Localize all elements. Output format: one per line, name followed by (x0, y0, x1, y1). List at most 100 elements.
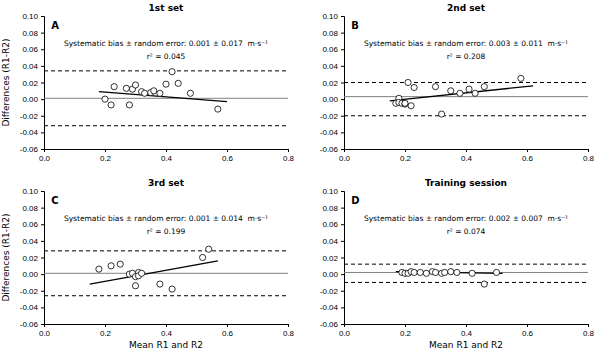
panel-label: D (351, 195, 359, 206)
tick: 0.0 (339, 324, 351, 338)
reference-line (344, 272, 588, 273)
tick-mark (166, 149, 167, 152)
tick-mark (41, 258, 44, 259)
tick: 0.2 (100, 149, 112, 163)
tick-label: -0.06 (320, 320, 339, 329)
tick: 0.2 (400, 324, 412, 338)
tick: 0.04 (322, 62, 344, 71)
point (117, 261, 123, 267)
tick-mark (41, 49, 44, 50)
point (157, 90, 163, 96)
point (411, 84, 417, 90)
tick-mark (527, 324, 528, 327)
point (139, 270, 145, 276)
point (448, 269, 454, 275)
tick-mark (466, 324, 467, 327)
tick: 0.6 (222, 324, 234, 338)
tick: 0.10 (322, 187, 344, 196)
axis-domain (345, 325, 589, 328)
tick-label: 0.8 (583, 154, 595, 163)
tick-mark (41, 191, 44, 192)
tick: -0.06 (320, 145, 344, 154)
annotation: Systematic bias ± random error: 0.002 ± … (364, 214, 568, 223)
x-axis-title: Mean R1 and R2 (129, 340, 203, 350)
tick-label: 0.06 (322, 220, 338, 229)
tick: 0.4 (161, 324, 173, 338)
tick: -0.06 (20, 145, 44, 154)
tick-label: 0.0 (339, 154, 351, 163)
tick-label: -0.06 (320, 145, 339, 154)
point (96, 266, 102, 272)
tick-label: 0.02 (322, 254, 338, 263)
tick: 0.08 (322, 204, 344, 213)
tick-mark (588, 149, 589, 152)
tick-mark (341, 116, 344, 117)
point (432, 269, 438, 275)
tick: 0.08 (22, 29, 44, 38)
tick-mark (105, 324, 106, 327)
tick: -0.04 (320, 128, 344, 137)
tick-mark (41, 241, 44, 242)
point (402, 100, 408, 106)
tick-label: -0.02 (20, 287, 39, 296)
tick-mark (341, 324, 344, 325)
annotation: r² = 0.045 (147, 52, 186, 61)
reference-line (44, 273, 288, 274)
tick: 0.00 (322, 95, 344, 104)
tick-mark (341, 33, 344, 34)
tick-mark (41, 324, 44, 325)
tick-mark (341, 208, 344, 209)
tick: 0.00 (22, 270, 44, 279)
tick-mark (341, 99, 344, 100)
plot-area (344, 264, 588, 287)
tick: 0.06 (22, 45, 44, 54)
tick-mark (341, 274, 344, 275)
tick-mark (41, 66, 44, 67)
tick-label: -0.04 (320, 128, 339, 137)
tick: -0.02 (20, 112, 44, 121)
tick: 0.02 (22, 254, 44, 263)
panel-title: Training session (425, 178, 507, 188)
tick-mark (166, 324, 167, 327)
point (175, 80, 181, 86)
point (157, 281, 163, 287)
point (111, 84, 117, 90)
tick-mark (405, 149, 406, 152)
point (432, 84, 438, 90)
tick-label: 0.10 (22, 187, 38, 196)
tick: 0.08 (22, 204, 44, 213)
axis-domain (45, 150, 289, 153)
panel-label: C (51, 195, 58, 206)
reference-line (44, 250, 288, 251)
tick-label: -0.04 (20, 128, 39, 137)
panel: 0.00.20.40.60.8-0.06-0.04-0.020.000.020.… (1, 3, 295, 163)
tick-mark (41, 224, 44, 225)
tick-label: 0.8 (283, 329, 295, 338)
panel: 0.00.20.40.60.8-0.06-0.04-0.020.000.020.… (1, 178, 295, 350)
point (108, 263, 114, 269)
reference-line (44, 295, 288, 296)
tick: 0.0 (39, 149, 51, 163)
x-axis-title: Mean R1 and R2 (429, 340, 503, 350)
y-axis: -0.06-0.04-0.020.000.020.040.060.080.10 (20, 12, 45, 154)
point (132, 283, 138, 289)
tick: 0.6 (522, 324, 534, 338)
point (123, 85, 129, 91)
annotation: r² = 0.208 (447, 52, 486, 61)
point (466, 86, 472, 92)
tick-mark (341, 83, 344, 84)
tick: 0.02 (322, 79, 344, 88)
tick: -0.02 (320, 112, 344, 121)
point (187, 90, 193, 96)
reference-line (344, 96, 588, 97)
annotation: r² = 0.074 (447, 227, 486, 236)
point (126, 102, 132, 108)
tick: 0.2 (400, 149, 412, 163)
tick: 0.08 (322, 29, 344, 38)
tick-label: 0.00 (322, 270, 338, 279)
tick-mark (41, 132, 44, 133)
point (423, 270, 429, 276)
tick-label: 0.08 (322, 204, 338, 213)
tick-label: 0.04 (22, 62, 38, 71)
tick-mark (41, 149, 44, 150)
